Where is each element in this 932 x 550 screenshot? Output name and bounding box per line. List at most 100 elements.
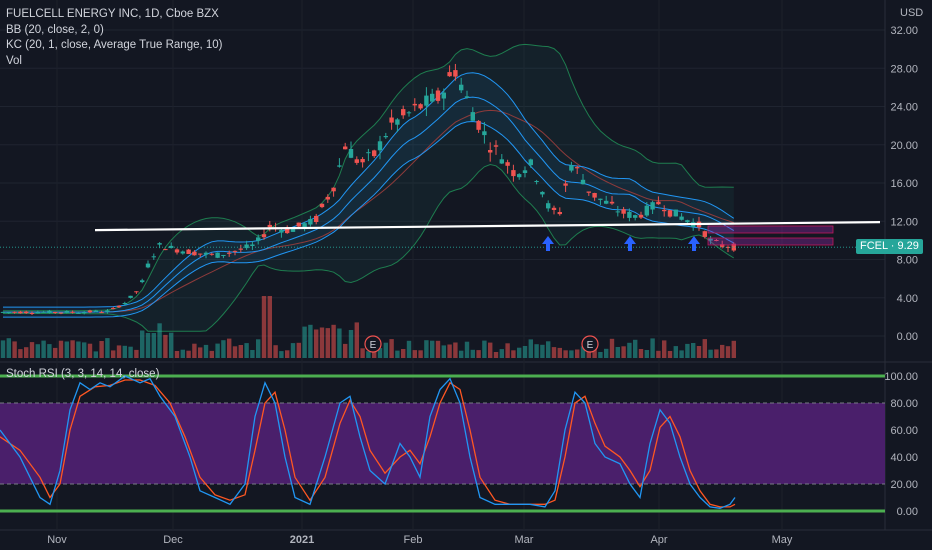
candle[interactable] xyxy=(435,87,441,104)
candle[interactable] xyxy=(493,140,499,155)
candle[interactable] xyxy=(53,311,58,314)
candle[interactable] xyxy=(348,141,354,159)
candle[interactable] xyxy=(470,107,475,121)
candle[interactable] xyxy=(453,63,458,81)
candle[interactable] xyxy=(337,158,342,168)
candle[interactable] xyxy=(29,311,35,316)
candle[interactable] xyxy=(198,253,203,257)
candle[interactable] xyxy=(725,245,731,252)
candle[interactable] xyxy=(6,311,11,314)
candle[interactable] xyxy=(563,180,568,193)
candle[interactable] xyxy=(627,208,632,222)
study-vol-label[interactable]: Vol xyxy=(6,54,22,67)
candle[interactable] xyxy=(534,179,539,185)
candle[interactable] xyxy=(673,209,678,217)
candle[interactable] xyxy=(174,248,180,255)
candle[interactable] xyxy=(372,149,377,158)
candle[interactable] xyxy=(488,142,493,162)
candle[interactable] xyxy=(35,310,40,314)
candle[interactable] xyxy=(250,241,255,250)
candle[interactable] xyxy=(551,205,557,215)
candle[interactable] xyxy=(134,291,139,294)
candle[interactable] xyxy=(122,301,127,305)
candle[interactable] xyxy=(528,158,533,168)
osc-legend[interactable]: Stoch RSI (3, 3, 14, 14, close) xyxy=(6,368,160,380)
candle[interactable] xyxy=(546,200,551,212)
candle[interactable] xyxy=(731,242,736,252)
candle[interactable] xyxy=(261,229,267,240)
candle[interactable] xyxy=(459,77,464,93)
candle[interactable] xyxy=(64,310,69,314)
candle[interactable] xyxy=(412,98,417,112)
candle[interactable] xyxy=(401,105,406,119)
candle[interactable] xyxy=(186,248,191,255)
candle[interactable] xyxy=(499,154,504,165)
candle[interactable] xyxy=(41,310,46,313)
candle[interactable] xyxy=(18,310,23,314)
price-range-box[interactable] xyxy=(707,225,834,234)
candle[interactable] xyxy=(163,248,168,251)
candle[interactable] xyxy=(87,309,93,314)
candle[interactable] xyxy=(319,203,325,209)
candle[interactable] xyxy=(505,159,510,174)
candle[interactable] xyxy=(192,250,197,256)
candle[interactable] xyxy=(360,157,365,168)
candle[interactable] xyxy=(621,206,626,219)
candle[interactable] xyxy=(354,156,359,165)
candle[interactable] xyxy=(116,305,122,308)
candle[interactable] xyxy=(656,196,661,205)
candle[interactable] xyxy=(140,278,145,284)
candle[interactable] xyxy=(366,148,371,162)
candle[interactable] xyxy=(667,210,673,218)
candle[interactable] xyxy=(377,135,383,160)
candle[interactable] xyxy=(447,65,452,77)
candle[interactable] xyxy=(569,161,574,173)
candle[interactable] xyxy=(586,191,591,196)
study-bb-label[interactable]: BB (20, close, 2, 0) xyxy=(6,23,104,36)
candle[interactable] xyxy=(406,110,412,117)
candle[interactable] xyxy=(99,310,104,314)
candle[interactable] xyxy=(720,240,725,249)
candle[interactable] xyxy=(343,142,348,150)
candle[interactable] xyxy=(430,88,435,103)
candle[interactable] xyxy=(227,250,232,257)
candle[interactable] xyxy=(76,312,81,314)
candle[interactable] xyxy=(383,132,388,139)
candle[interactable] xyxy=(128,295,133,299)
candle[interactable] xyxy=(418,103,423,110)
candle[interactable] xyxy=(12,311,17,314)
candle[interactable] xyxy=(232,250,238,256)
candle[interactable] xyxy=(215,252,220,259)
candle[interactable] xyxy=(598,198,603,205)
candle[interactable] xyxy=(58,312,64,315)
candle[interactable] xyxy=(151,253,156,260)
candle[interactable] xyxy=(441,88,446,111)
candle[interactable] xyxy=(82,311,87,315)
candle[interactable] xyxy=(111,306,116,310)
candle[interactable] xyxy=(511,164,516,182)
arrow-up-icon[interactable] xyxy=(542,236,554,251)
candle[interactable] xyxy=(24,310,29,314)
candle[interactable] xyxy=(145,260,151,269)
candle[interactable] xyxy=(679,213,684,221)
candle[interactable] xyxy=(540,191,545,198)
candle[interactable] xyxy=(633,214,638,221)
candle[interactable] xyxy=(244,240,249,250)
candle[interactable] xyxy=(580,174,586,185)
candle[interactable] xyxy=(0,311,6,313)
candle[interactable] xyxy=(592,192,597,201)
candle[interactable] xyxy=(464,90,470,99)
candle[interactable] xyxy=(314,213,319,225)
candle[interactable] xyxy=(389,109,394,130)
candle[interactable] xyxy=(180,250,185,255)
candle[interactable] xyxy=(482,121,487,144)
candle[interactable] xyxy=(517,173,522,180)
candle[interactable] xyxy=(424,87,429,117)
candle[interactable] xyxy=(615,205,620,217)
candle[interactable] xyxy=(522,166,528,178)
candle[interactable] xyxy=(105,308,110,314)
candle[interactable] xyxy=(238,244,243,253)
candle[interactable] xyxy=(702,230,707,239)
candle[interactable] xyxy=(638,211,644,220)
